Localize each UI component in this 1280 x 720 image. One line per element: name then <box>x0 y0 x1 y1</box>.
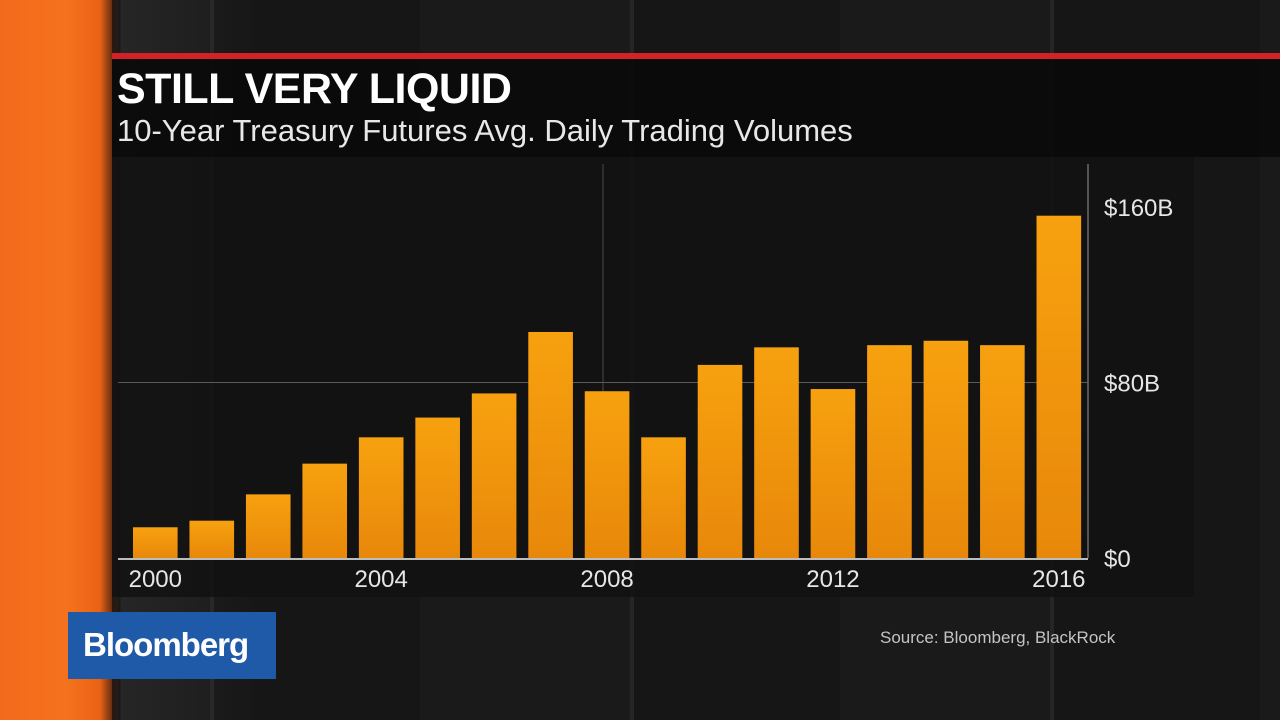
header-accent-line <box>112 53 1280 59</box>
x-tick-label: 2016 <box>1032 566 1085 593</box>
x-tick-label: 2000 <box>129 566 182 593</box>
y-tick-label: $0 <box>1104 546 1131 573</box>
y-tick-label: $160B <box>1104 195 1173 222</box>
bar-2007 <box>528 331 573 558</box>
bar-2001 <box>189 520 235 558</box>
chart-subtitle: 10-Year Treasury Futures Avg. Daily Trad… <box>117 113 853 148</box>
bloomberg-logo-text: Bloomberg <box>83 626 249 663</box>
bar-2014 <box>923 340 969 558</box>
bar-2011 <box>754 347 799 558</box>
bar-2013 <box>867 345 912 558</box>
bar-2009 <box>641 437 686 558</box>
bar-2015 <box>980 345 1025 558</box>
bar-2000 <box>133 527 178 558</box>
bar-2004 <box>358 437 404 558</box>
bar-2010 <box>697 364 743 558</box>
bar-2008 <box>584 391 630 558</box>
bar-2016 <box>1036 215 1082 559</box>
bar-2005 <box>415 417 460 558</box>
bloomberg-logo <box>68 612 276 679</box>
source-note: Source: Bloomberg, BlackRock <box>880 628 1116 647</box>
bar-2003 <box>302 463 348 558</box>
bar-2006 <box>471 393 517 558</box>
x-tick-label: 2004 <box>354 566 407 593</box>
bar-2002 <box>245 494 291 558</box>
orange-wall-panel <box>0 0 112 720</box>
x-tick-label: 2008 <box>580 566 633 593</box>
title-band <box>112 59 1280 157</box>
bar-2012 <box>810 389 856 558</box>
x-tick-label: 2012 <box>806 566 859 593</box>
chart-title: STILL VERY LIQUID <box>117 65 512 113</box>
y-tick-label: $80B <box>1104 370 1160 397</box>
